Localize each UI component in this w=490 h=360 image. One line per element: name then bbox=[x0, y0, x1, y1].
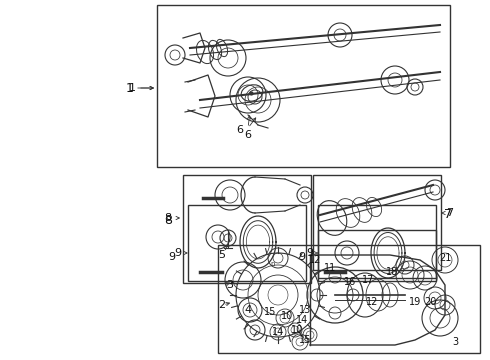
Text: 1: 1 bbox=[128, 83, 136, 93]
Text: 3: 3 bbox=[452, 337, 458, 347]
Bar bbox=[188, 205, 306, 281]
Text: 7: 7 bbox=[444, 208, 452, 221]
Text: 14: 14 bbox=[296, 315, 308, 325]
Text: 16: 16 bbox=[344, 277, 356, 287]
Text: 13: 13 bbox=[299, 305, 311, 315]
Text: 20: 20 bbox=[424, 297, 436, 307]
Text: 1: 1 bbox=[126, 81, 134, 94]
Text: 10: 10 bbox=[291, 325, 303, 335]
Text: 21: 21 bbox=[439, 253, 451, 263]
Text: 15: 15 bbox=[299, 335, 311, 345]
Text: 9: 9 bbox=[306, 248, 314, 258]
Bar bbox=[157, 5, 450, 167]
Bar bbox=[218, 245, 480, 353]
Text: 19: 19 bbox=[409, 297, 421, 307]
Text: 10: 10 bbox=[281, 311, 293, 321]
Text: 5: 5 bbox=[219, 250, 225, 260]
Text: 7: 7 bbox=[446, 208, 454, 218]
Text: 9: 9 bbox=[174, 248, 182, 258]
Text: 8: 8 bbox=[164, 213, 172, 226]
Text: 8: 8 bbox=[165, 213, 172, 223]
Text: 4: 4 bbox=[245, 305, 251, 315]
Text: 15: 15 bbox=[264, 307, 276, 317]
Text: 3: 3 bbox=[226, 280, 234, 290]
Text: 12: 12 bbox=[309, 255, 321, 265]
Text: n: n bbox=[271, 261, 275, 267]
Bar bbox=[313, 175, 441, 270]
Text: n: n bbox=[400, 267, 404, 273]
Text: 2: 2 bbox=[219, 300, 225, 310]
Text: 17: 17 bbox=[362, 275, 374, 285]
Text: 12: 12 bbox=[366, 297, 378, 307]
Text: 14: 14 bbox=[272, 327, 284, 337]
Text: 9: 9 bbox=[298, 252, 306, 262]
Text: 11: 11 bbox=[324, 263, 336, 273]
Text: 9: 9 bbox=[169, 252, 175, 262]
Bar bbox=[318, 230, 436, 278]
Text: 6: 6 bbox=[245, 130, 251, 140]
Text: 18: 18 bbox=[386, 267, 398, 277]
Bar bbox=[318, 205, 436, 281]
Text: 6: 6 bbox=[237, 125, 244, 135]
Bar bbox=[183, 175, 311, 283]
